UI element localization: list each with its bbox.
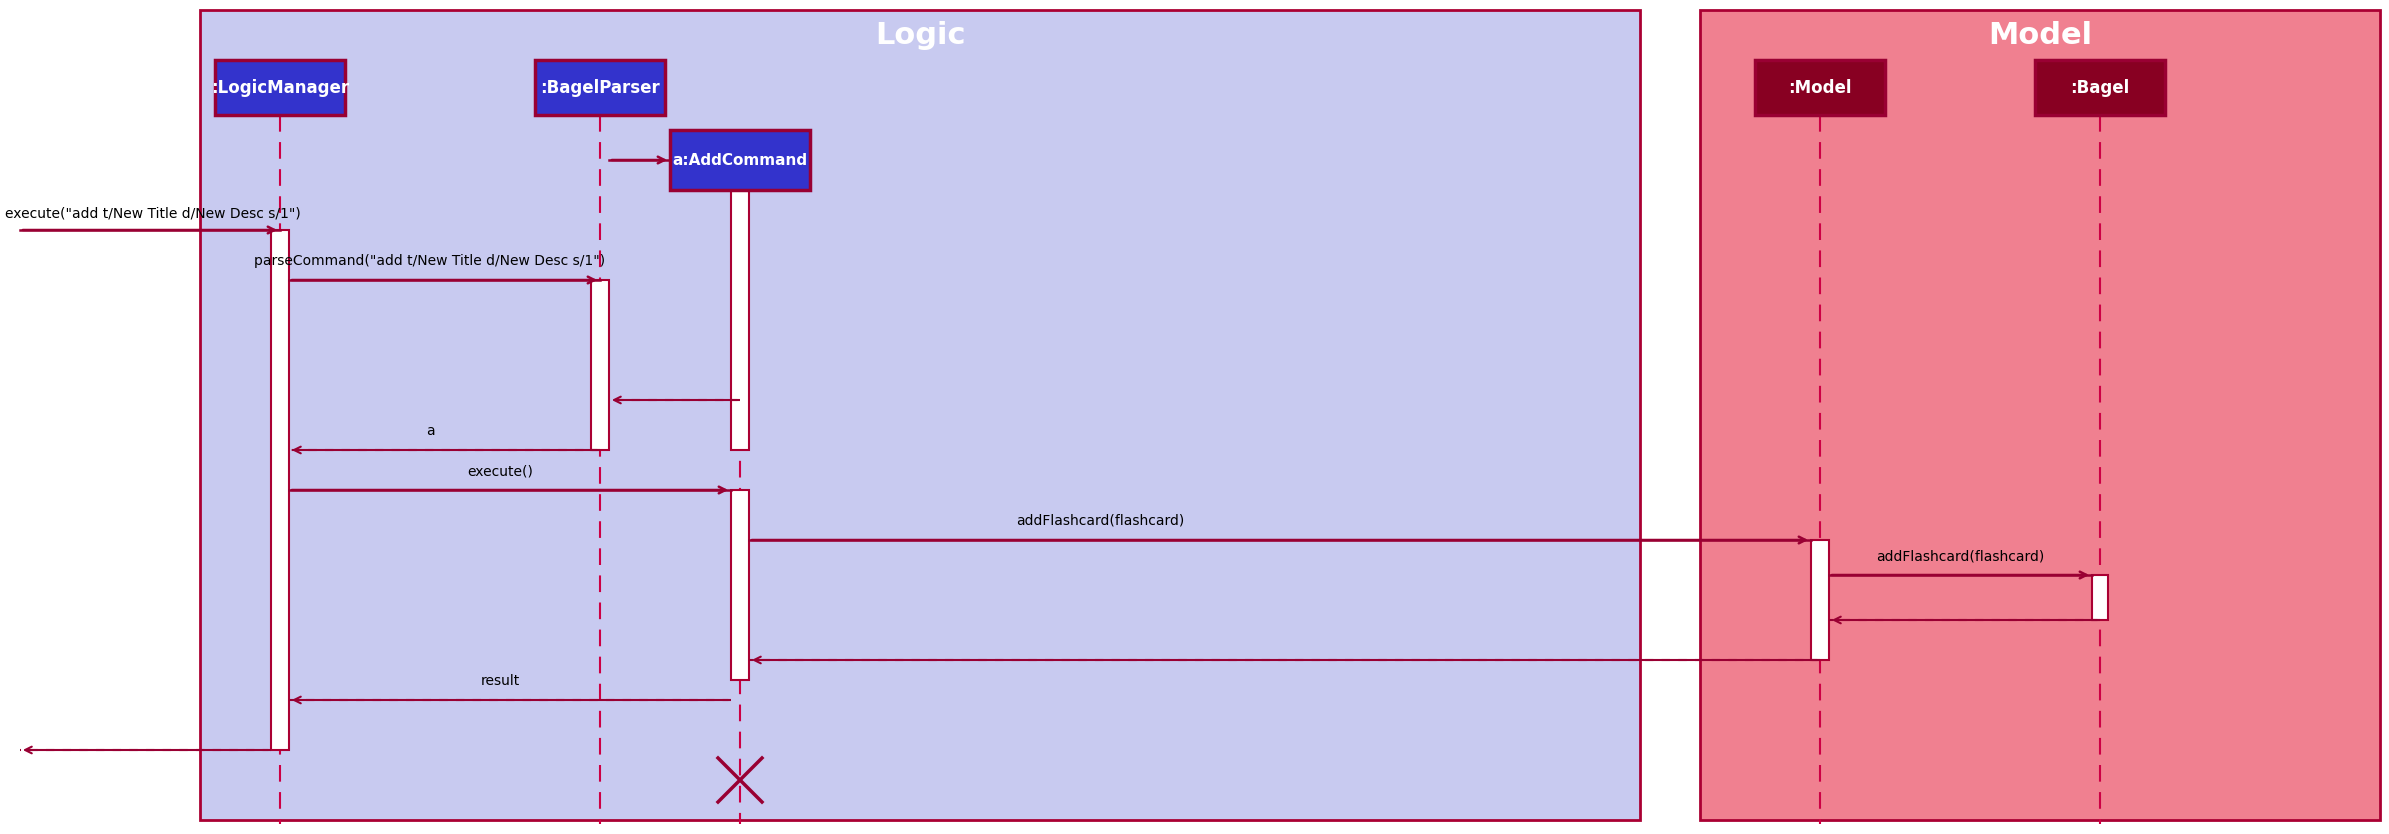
Text: Model: Model xyxy=(1988,21,2093,49)
Bar xyxy=(2035,60,2164,115)
Bar xyxy=(731,490,750,680)
Bar xyxy=(669,130,810,190)
Bar xyxy=(590,280,609,450)
Text: :BagelParser: :BagelParser xyxy=(540,78,659,97)
Bar xyxy=(1701,10,2379,820)
Text: result: result xyxy=(480,674,521,688)
Text: a:AddCommand: a:AddCommand xyxy=(671,153,807,168)
Bar xyxy=(535,60,664,115)
Bar xyxy=(1811,540,1830,660)
Bar xyxy=(731,190,750,450)
Text: :Model: :Model xyxy=(1789,78,1851,97)
Text: a: a xyxy=(425,424,435,438)
Bar xyxy=(270,230,289,750)
Bar xyxy=(1756,60,1885,115)
Text: execute(): execute() xyxy=(468,464,533,478)
Text: parseCommand("add t/New Title d/New Desc s/1"): parseCommand("add t/New Title d/New Desc… xyxy=(256,254,604,268)
Text: addFlashcard(flashcard): addFlashcard(flashcard) xyxy=(1875,549,2045,563)
Text: :LogicManager: :LogicManager xyxy=(210,78,349,97)
Bar xyxy=(201,10,1639,820)
Bar xyxy=(2093,575,2107,620)
Text: addFlashcard(flashcard): addFlashcard(flashcard) xyxy=(1015,514,1185,528)
Text: execute("add t/New Title d/New Desc s/1"): execute("add t/New Title d/New Desc s/1"… xyxy=(5,206,301,220)
Text: :Bagel: :Bagel xyxy=(2071,78,2129,97)
Text: Logic: Logic xyxy=(874,21,965,49)
Bar xyxy=(215,60,344,115)
